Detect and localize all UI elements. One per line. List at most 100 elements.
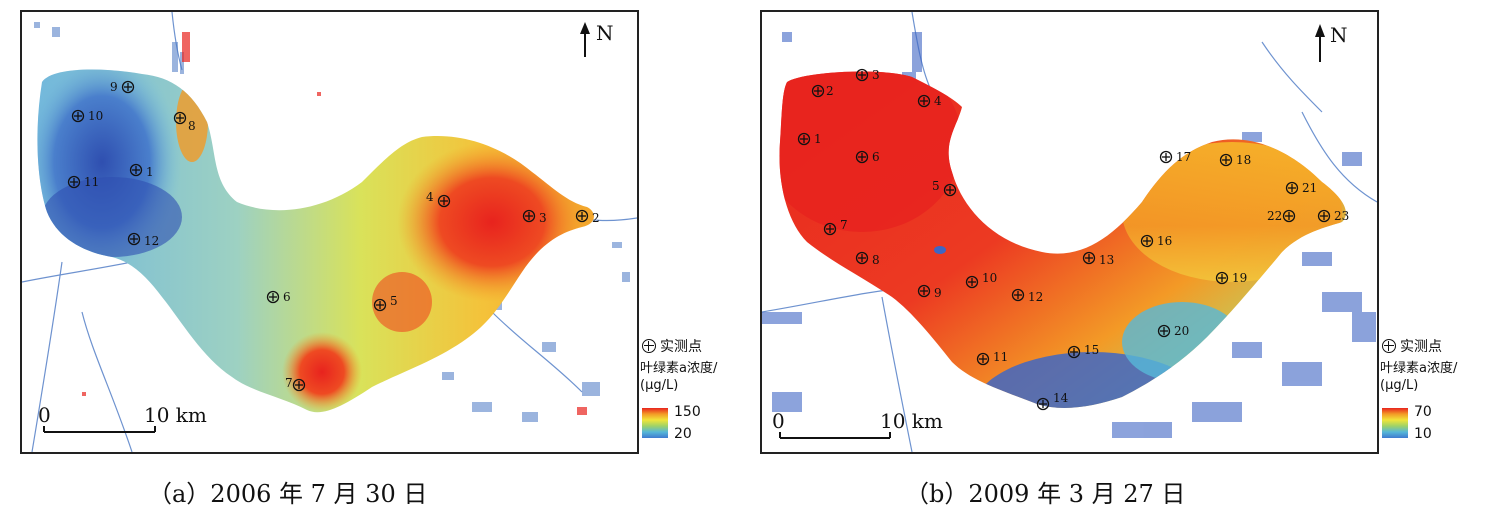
north-arrow-b: N bbox=[1315, 23, 1348, 62]
sampling-point-a-9: 9 bbox=[110, 80, 135, 94]
scale-zero-a: 0 bbox=[38, 403, 51, 427]
sampling-point-icon bbox=[266, 290, 280, 304]
legend-point-label-a: 实测点 bbox=[660, 339, 702, 355]
sampling-point-label-b-21: 21 bbox=[1302, 181, 1317, 195]
legend-min-b: 10 bbox=[1414, 426, 1432, 442]
sampling-point-a-4: 4 bbox=[426, 190, 451, 208]
sampling-point-icon bbox=[1285, 181, 1299, 195]
legend-title-line1-b: 叶绿素a浓度/ bbox=[1380, 361, 1458, 376]
sampling-point-b-20: 20 bbox=[1157, 324, 1189, 338]
sampling-point-label-b-4: 4 bbox=[934, 94, 942, 108]
sampling-point-icon bbox=[823, 222, 837, 236]
sampling-point-icon bbox=[437, 194, 451, 208]
sampling-point-icon bbox=[943, 183, 957, 197]
sampling-point-label-b-2: 2 bbox=[826, 84, 834, 98]
sampling-point-a-10: 10 bbox=[71, 109, 103, 123]
legend-title-a: 叶绿素a浓度/ (μg/L) bbox=[640, 360, 717, 394]
sampling-point-label-a-2: 2 bbox=[592, 211, 600, 225]
sampling-point-label-a-1: 1 bbox=[146, 165, 154, 179]
sampling-point-b-13: 13 bbox=[1082, 251, 1114, 267]
sampling-point-b-3: 3 bbox=[855, 68, 880, 82]
sampling-point-a-8: 8 bbox=[173, 111, 196, 133]
sampling-point-icon bbox=[67, 175, 81, 189]
map-panel-b: N 0 10 km 3 2 4 1 6 5 7 8 9 10 12 13 16 17 18 21 22 23 19 2… bbox=[760, 10, 1379, 454]
sampling-point-icon bbox=[797, 132, 811, 146]
sampling-point-icon bbox=[1036, 397, 1050, 411]
sampling-point-b-6: 6 bbox=[855, 150, 880, 164]
sampling-point-icon bbox=[71, 109, 85, 123]
sampling-point-b-8: 8 bbox=[855, 251, 880, 267]
legend-point-a: 实测点 bbox=[642, 336, 702, 356]
sampling-point-icon bbox=[1140, 234, 1154, 248]
sampling-point-icon bbox=[642, 339, 656, 353]
legend-title-b: 叶绿素a浓度/ (μg/L) bbox=[1380, 360, 1457, 394]
sampling-point-b-4: 4 bbox=[917, 94, 942, 108]
sampling-point-icon bbox=[976, 352, 990, 366]
sampling-point-icon bbox=[1157, 324, 1171, 338]
sampling-point-label-b-8: 8 bbox=[872, 253, 880, 267]
sampling-point-label-b-19: 19 bbox=[1232, 271, 1247, 285]
sampling-point-b-11: 11 bbox=[976, 350, 1008, 366]
sampling-point-icon bbox=[1282, 209, 1296, 223]
sampling-point-icon bbox=[173, 111, 187, 125]
legend-a: 实测点 叶绿素a浓度/ (μg/L) 150 20 bbox=[638, 10, 748, 450]
sampling-point-b-18: 18 bbox=[1219, 153, 1251, 167]
sampling-point-icon bbox=[1219, 153, 1233, 167]
sampling-point-icon bbox=[917, 284, 931, 298]
sampling-point-a-12: 12 bbox=[127, 232, 159, 248]
legend-max-a: 150 bbox=[674, 404, 701, 420]
sampling-point-b-10: 10 bbox=[965, 271, 997, 289]
sampling-point-label-a-12: 12 bbox=[144, 234, 159, 248]
caption-b: （b）2009 年 3 月 27 日 bbox=[905, 480, 1186, 508]
sampling-point-label-a-5: 5 bbox=[390, 294, 398, 308]
legend-title-line2-b: (μg/L) bbox=[1380, 378, 1419, 393]
legend-title-line2-a: (μg/L) bbox=[640, 378, 679, 393]
sampling-point-a-6: 6 bbox=[266, 290, 291, 304]
sampling-point-label-b-17: 17 bbox=[1176, 150, 1191, 164]
sampling-point-b-14: 14 bbox=[1036, 391, 1069, 411]
sampling-point-label-b-16: 16 bbox=[1157, 234, 1172, 248]
sampling-point-a-11: 11 bbox=[67, 175, 99, 189]
north-label-b: N bbox=[1330, 23, 1348, 47]
sampling-point-b-23: 23 bbox=[1317, 209, 1349, 223]
sampling-point-b-7: 7 bbox=[823, 218, 848, 236]
sampling-point-icon bbox=[127, 232, 141, 246]
sampling-point-label-b-20: 20 bbox=[1174, 324, 1189, 338]
scale-bar-a: 0 10 km bbox=[38, 403, 207, 433]
scale-bar-b: 0 10 km bbox=[772, 409, 943, 439]
scale-zero-b: 0 bbox=[772, 409, 785, 433]
sampling-point-label-a-4: 4 bbox=[426, 190, 434, 204]
land-speckle-a bbox=[34, 22, 630, 422]
north-arrow-a: N bbox=[580, 21, 614, 57]
legend-title-line1-a: 叶绿素a浓度/ bbox=[640, 361, 718, 376]
sampling-point-label-a-7: 7 bbox=[285, 376, 293, 390]
sampling-point-icon bbox=[292, 378, 306, 392]
sampling-point-icon bbox=[373, 298, 387, 312]
sampling-point-label-a-8: 8 bbox=[188, 119, 196, 133]
sampling-point-label-b-10: 10 bbox=[982, 271, 997, 285]
sampling-point-label-b-9: 9 bbox=[934, 286, 942, 300]
sampling-point-b-17: 17 bbox=[1159, 150, 1191, 164]
sampling-point-label-b-7: 7 bbox=[840, 218, 848, 232]
sampling-point-label-b-1: 1 bbox=[814, 132, 822, 146]
sampling-point-b-9: 9 bbox=[917, 284, 942, 300]
scale-end-b: 10 km bbox=[880, 409, 943, 433]
sampling-point-a-7: 7 bbox=[285, 376, 306, 392]
sampling-point-label-a-6: 6 bbox=[283, 290, 291, 304]
sampling-point-b-19: 19 bbox=[1215, 271, 1247, 285]
sampling-point-icon bbox=[1317, 209, 1331, 223]
sampling-point-label-b-6: 6 bbox=[872, 150, 880, 164]
sampling-point-label-b-3: 3 bbox=[872, 68, 880, 82]
sampling-point-b-2: 2 bbox=[811, 84, 834, 98]
sampling-point-icon bbox=[522, 209, 536, 223]
legend-point-b: 实测点 bbox=[1382, 336, 1442, 356]
sampling-point-label-b-5: 5 bbox=[932, 179, 940, 193]
sampling-point-label-b-23: 23 bbox=[1334, 209, 1349, 223]
sampling-point-label-b-11: 11 bbox=[993, 350, 1008, 364]
sampling-point-icon bbox=[1011, 288, 1025, 302]
sampling-point-b-12: 12 bbox=[1011, 288, 1043, 304]
caption-a: （a）2006 年 7 月 30 日 bbox=[148, 480, 428, 508]
